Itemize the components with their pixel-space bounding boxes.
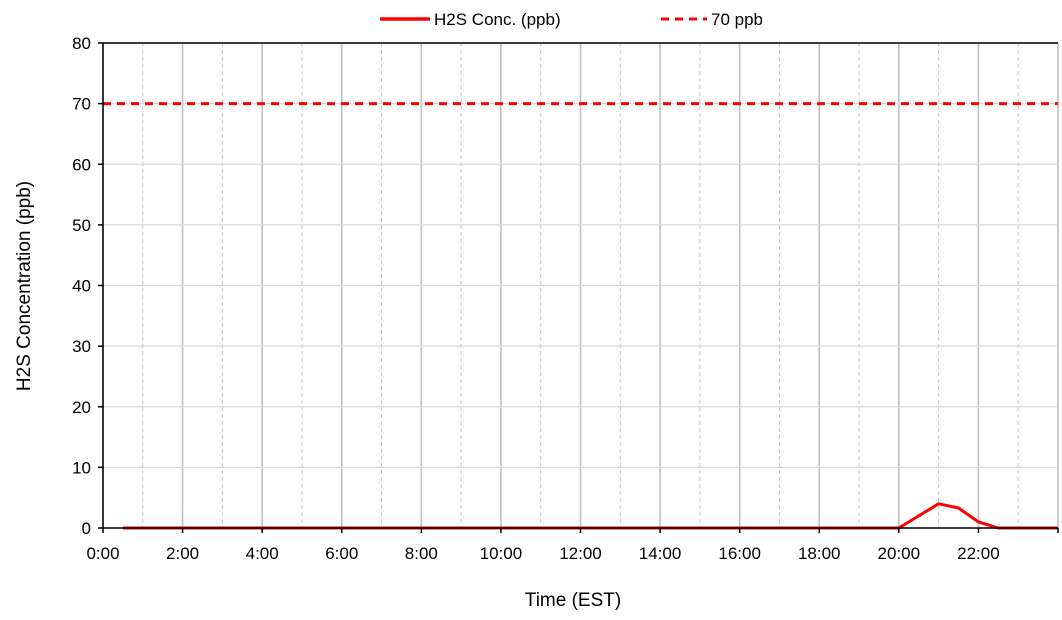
y-tick-label: 40 bbox=[72, 277, 91, 296]
y-tick-label: 10 bbox=[72, 458, 91, 477]
x-tick-label: 22:00 bbox=[957, 544, 1000, 563]
minor-grid bbox=[142, 43, 1019, 528]
y-tick-label: 60 bbox=[72, 155, 91, 174]
y-tick-label: 50 bbox=[72, 216, 91, 235]
x-tick-label: 6:00 bbox=[325, 544, 358, 563]
axes bbox=[98, 42, 1059, 533]
x-tick-label: 2:00 bbox=[166, 544, 199, 563]
x-tick-label: 0:00 bbox=[86, 544, 119, 563]
y-tick-label: 20 bbox=[72, 398, 91, 417]
y-axis-title: H2S Concentration (ppb) bbox=[14, 181, 35, 391]
x-tick-label: 10:00 bbox=[480, 544, 523, 563]
x-tick-label: 8:00 bbox=[405, 544, 438, 563]
x-tick-label: 4:00 bbox=[246, 544, 279, 563]
legend-label-h2s: H2S Conc. (ppb) bbox=[434, 10, 561, 29]
series-line-h2s bbox=[122, 502, 1058, 530]
y-tick-label: 0 bbox=[82, 519, 91, 538]
x-tick-label: 14:00 bbox=[639, 544, 682, 563]
x-axis-title: Time (EST) bbox=[525, 590, 621, 611]
y-tick-label: 70 bbox=[72, 95, 91, 114]
y-tick-label: 30 bbox=[72, 337, 91, 356]
x-tick-label: 18:00 bbox=[798, 544, 841, 563]
legend-label-70ppb: 70 ppb bbox=[711, 10, 763, 29]
x-tick-label: 16:00 bbox=[718, 544, 761, 563]
x-tick-labels: 0:00 2:00 4:00 6:00 8:00 10:00 12:00 14:00 16:00… bbox=[86, 544, 999, 563]
x-tick-label: 12:00 bbox=[559, 544, 602, 563]
y-tick-label: 80 bbox=[72, 34, 91, 53]
x-tick-label: 20:00 bbox=[878, 544, 921, 563]
legend: H2S Conc. (ppb) 70 ppb bbox=[380, 10, 763, 29]
y-tick-labels: 0 10 20 30 40 50 60 70 80 bbox=[72, 34, 91, 538]
